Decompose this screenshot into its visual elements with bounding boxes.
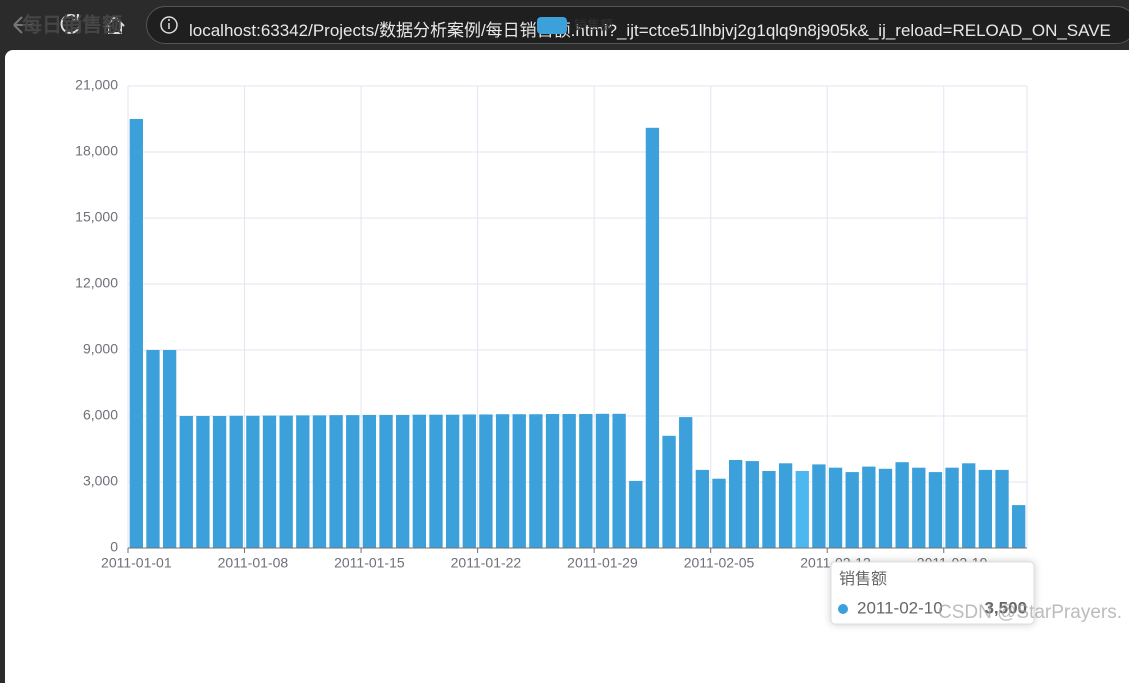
bar bbox=[246, 415, 260, 548]
chart-title: 每日销售额 bbox=[22, 12, 122, 36]
y-tick-label: 6,000 bbox=[83, 407, 118, 423]
bar bbox=[562, 414, 576, 548]
bar bbox=[928, 472, 943, 548]
bar bbox=[645, 127, 660, 549]
bar bbox=[862, 466, 876, 548]
chart: 每日销售额 销售额 0 3,000 6,000 9,000 12,000 15,000 18,… bbox=[22, 12, 1122, 625]
bar bbox=[529, 414, 543, 548]
y-tick-label: 3,000 bbox=[83, 473, 118, 489]
bar bbox=[579, 414, 593, 548]
bar bbox=[728, 460, 743, 548]
y-tick-label: 0 bbox=[110, 539, 118, 555]
x-tick-label: 2011-01-08 bbox=[218, 555, 289, 571]
bar bbox=[462, 414, 476, 548]
tooltip-date: 2011-02-10 bbox=[857, 598, 943, 617]
bar bbox=[762, 471, 776, 548]
bar bbox=[196, 416, 210, 548]
y-tick-label: 12,000 bbox=[75, 275, 118, 291]
bar bbox=[329, 415, 343, 548]
browser-toolbar: localhost:63342/Projects/数据分析案例/每日销售额.ht… bbox=[0, 0, 1129, 50]
y-tick-label: 18,000 bbox=[75, 143, 118, 159]
legend-label: 销售额 bbox=[574, 17, 613, 32]
bar bbox=[296, 415, 310, 548]
address-bar[interactable]: localhost:63342/Projects/数据分析案例/每日销售额.ht… bbox=[146, 6, 1129, 44]
bar bbox=[279, 415, 293, 548]
bar bbox=[429, 414, 443, 548]
bar bbox=[129, 119, 143, 548]
watermark: CSDN @StarPrayers. bbox=[938, 602, 1122, 623]
x-tick-label: 2011-01-29 bbox=[567, 555, 638, 571]
bar bbox=[495, 414, 510, 548]
bar bbox=[962, 463, 976, 548]
page: 每日销售额 销售额 0 3,000 6,000 9,000 12,000 15,000 18,… bbox=[5, 12, 1129, 683]
nav-icons bbox=[13, 14, 125, 34]
legend-swatch bbox=[537, 17, 567, 34]
bar bbox=[795, 471, 809, 548]
bar bbox=[662, 435, 676, 548]
tooltip-dot bbox=[838, 604, 848, 614]
bar bbox=[362, 414, 377, 548]
bar bbox=[1012, 505, 1026, 548]
bar bbox=[179, 416, 193, 548]
bar bbox=[346, 415, 360, 548]
bar bbox=[995, 469, 1009, 548]
bar bbox=[812, 464, 826, 548]
bar bbox=[712, 478, 726, 548]
tooltip-box bbox=[830, 561, 1035, 625]
bar bbox=[778, 463, 793, 548]
bar bbox=[828, 467, 843, 548]
y-tick-label: 9,000 bbox=[83, 341, 118, 357]
tooltip-value: 3,500 bbox=[984, 598, 1027, 617]
bar bbox=[412, 414, 427, 548]
url-text: localhost:63342/Projects/数据分析案例/每日销售额.ht… bbox=[189, 21, 1111, 40]
bar bbox=[545, 414, 560, 548]
x-tick-label: 2011-01-01 bbox=[101, 555, 172, 571]
bar bbox=[629, 480, 643, 548]
bar bbox=[312, 415, 327, 548]
bar bbox=[845, 472, 859, 548]
bar bbox=[595, 413, 610, 548]
bar bbox=[396, 414, 410, 548]
x-tick-label: 2011-01-22 bbox=[451, 555, 522, 571]
x-tick-label: 2011-02-05 bbox=[684, 555, 755, 571]
x-tick-label: 2011-01-15 bbox=[334, 555, 405, 571]
y-tick-label: 15,000 bbox=[75, 209, 118, 225]
info-icon bbox=[160, 16, 178, 34]
bar bbox=[262, 415, 277, 548]
bar bbox=[745, 461, 759, 548]
bar bbox=[945, 467, 959, 548]
y-tick-label: 21,000 bbox=[75, 77, 118, 93]
bar bbox=[695, 469, 710, 548]
bar bbox=[612, 413, 626, 548]
bar bbox=[479, 414, 493, 548]
bar bbox=[978, 469, 993, 548]
bar bbox=[679, 417, 693, 548]
bar bbox=[895, 462, 909, 548]
bar bbox=[229, 415, 243, 548]
bar bbox=[512, 414, 526, 548]
tooltip: 销售额 2011-02-10 3,500 bbox=[830, 561, 1035, 625]
bar bbox=[445, 414, 460, 548]
bar bbox=[212, 416, 227, 548]
bar bbox=[146, 350, 160, 548]
bar bbox=[912, 467, 926, 548]
bar bbox=[878, 468, 893, 548]
tooltip-title: 销售额 bbox=[839, 570, 887, 588]
bar bbox=[379, 414, 393, 548]
bar bbox=[162, 350, 177, 548]
